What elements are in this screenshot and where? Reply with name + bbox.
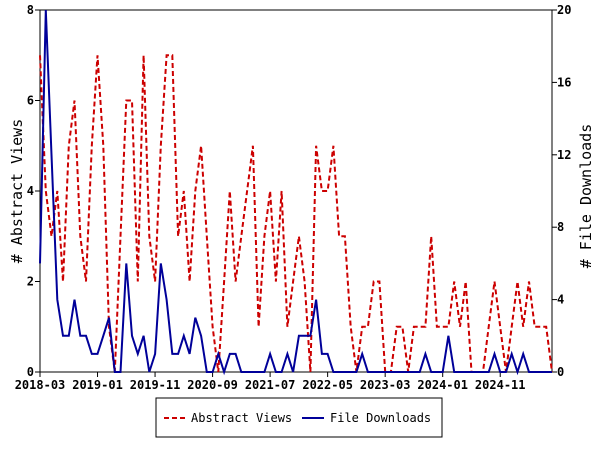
legend-box xyxy=(155,397,443,438)
x-tick-label: 2021-07 xyxy=(245,378,296,392)
y-right-axis-title: # File Downloads xyxy=(577,124,595,269)
y-right-tick-label: 12 xyxy=(557,148,571,162)
y-left-axis-title: # Abstract Views xyxy=(8,119,26,264)
x-tick-label: 2019-11 xyxy=(130,378,181,392)
x-tick-label: 2019-01 xyxy=(72,378,123,392)
y-left-tick-label: 4 xyxy=(27,184,34,198)
series-layer xyxy=(39,9,553,376)
x-tick-label: 2024-01 xyxy=(417,378,468,392)
legend-label-abstract-views: Abstract Views xyxy=(191,411,292,425)
legend: Abstract Views File Downloads xyxy=(155,397,443,438)
y-right-tick-label: 20 xyxy=(557,3,571,17)
x-tick-label: 2018-03 xyxy=(15,378,66,392)
x-tick-label: 2022-05 xyxy=(302,378,353,392)
y-left-tick-label: 8 xyxy=(27,3,34,17)
x-tick-label: 2023-03 xyxy=(360,378,411,392)
x-tick-label: 2020-09 xyxy=(187,378,238,392)
y-right-tick-label: 0 xyxy=(557,365,564,379)
y-right-tick-label: 16 xyxy=(557,75,571,89)
y-left-tick-label: 2 xyxy=(27,275,34,289)
x-tick-label: 2024-11 xyxy=(475,378,526,392)
y-right-tick-label: 8 xyxy=(557,220,564,234)
series-line-file-downloads xyxy=(39,9,552,376)
labels-layer: 0 2 4 6 8 0 4 8 12 16 20 2018-03 2019-01 2019-11 2020-… xyxy=(15,3,572,392)
axes-layer xyxy=(35,9,557,377)
y-left-tick-label: 0 xyxy=(27,365,34,379)
series-line-abstract-views xyxy=(39,54,553,373)
plot-frame xyxy=(39,9,553,373)
y-left-tick-label: 6 xyxy=(27,94,34,108)
legend-label-file-downloads: File Downloads xyxy=(330,411,431,425)
y-right-tick-label: 4 xyxy=(557,293,564,307)
